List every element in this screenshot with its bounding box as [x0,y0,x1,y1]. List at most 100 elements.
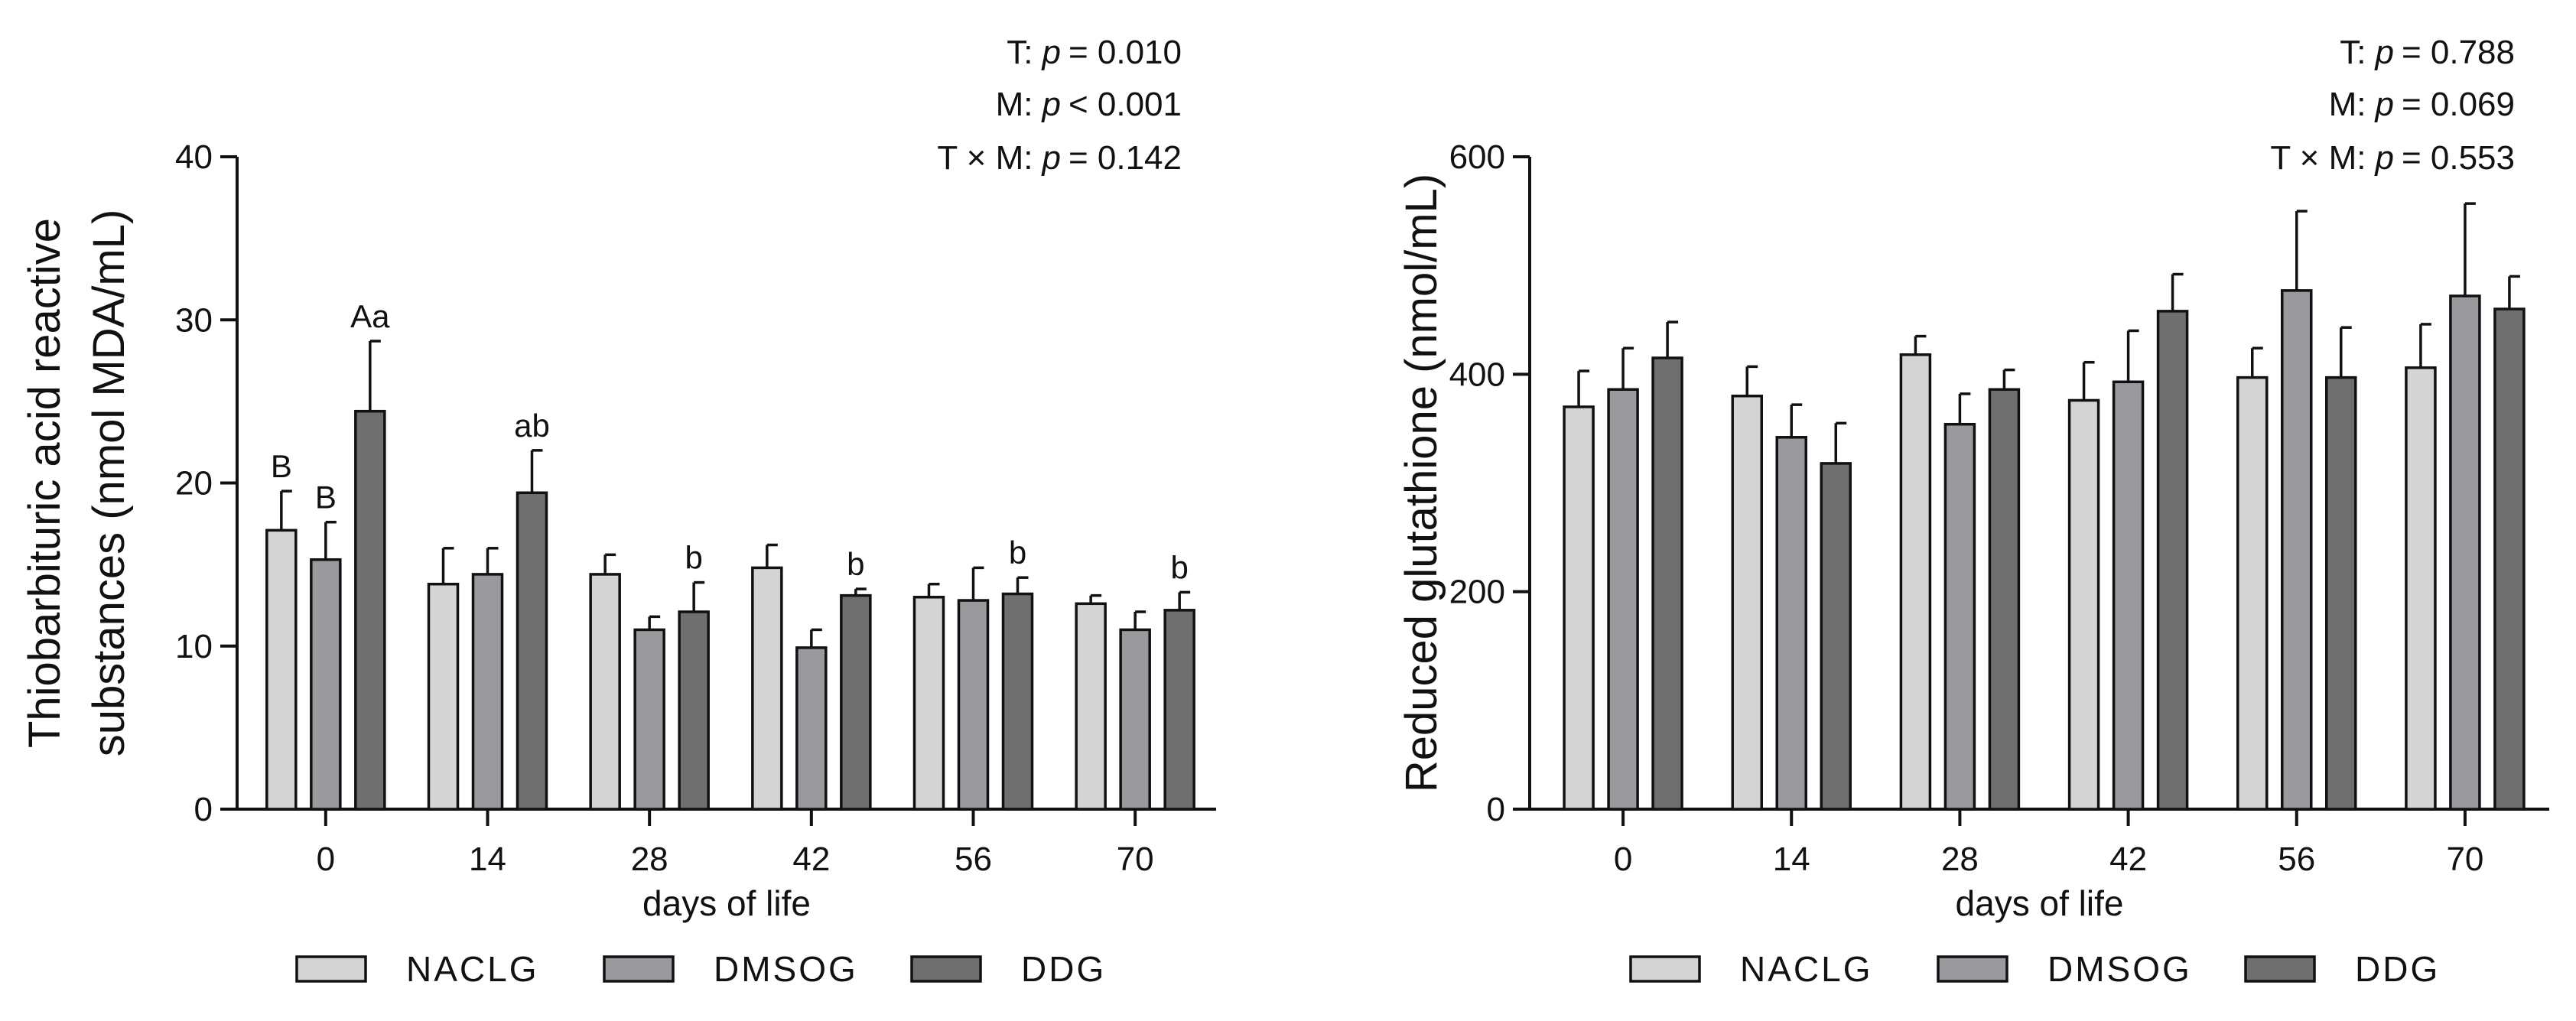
y-tick-label: 10 [175,628,213,665]
stat-term: M: [996,86,1033,123]
x-tick-label: 70 [2446,841,2483,878]
stat-line: M: p < 0.001 [996,86,1182,123]
stat-term: T × M: [2270,139,2366,177]
stat-p-symbol: p [2373,139,2393,177]
y-axis-title: Thiobarbituric acid reactive [20,218,70,748]
bar-ddg [1163,609,1195,811]
bar-ddg [354,409,386,811]
legend-label: DMSOG [2047,949,2192,989]
bar-dmsog [2112,380,2145,811]
y-tick-label: 400 [1449,356,1505,393]
stat-line: M: p = 0.069 [2329,86,2515,123]
significance-letter: b [1009,535,1026,571]
x-axis-title: days of life [1956,883,2124,923]
stat-p-symbol: p [2373,86,2393,123]
legend-swatch-dmsog [603,955,675,983]
y-tick-label: 600 [1449,138,1505,176]
stat-p-symbol: p [1040,34,1060,71]
stat-p-symbol: p [2373,34,2393,71]
bar-ddg [1988,388,2021,811]
bar-ddg [2325,376,2357,811]
y-tick-label: 40 [175,138,213,176]
stat-line: T × M: p = 0.553 [2270,139,2515,177]
bar-dmsog [1943,422,1976,811]
significance-letter: b [847,546,864,582]
x-tick-label: 70 [1117,841,1154,878]
x-tick-label: 42 [792,841,830,878]
bar-dmsog [957,599,990,811]
x-tick-label: 0 [317,841,335,878]
bar-naclg [2405,366,2437,811]
y-axis-title: substances (nmol MDA/mL) [84,210,134,757]
x-axis-title: days of life [642,883,811,923]
stat-value: = 0.142 [1068,139,1182,177]
bar-dmsog [1119,628,1151,811]
bar-ddg [1651,356,1683,811]
legend-swatch-naclg [1629,955,1701,983]
bar-ddg [678,610,710,811]
bar-dmsog [633,628,665,811]
bar-naclg [1563,405,1595,811]
legend-swatch-dmsog [1937,955,2008,983]
bar-dmsog [2449,294,2481,811]
significance-letter: b [685,540,702,576]
tbars-chart-panel: 0 10 20 30 40 0 14 28 42 56 70 BB Aa ab b b b b Thiobarbit… [20,34,1216,989]
stat-p-symbol: p [1040,139,1060,177]
stat-term: T: [1007,34,1033,71]
significance-letter: b [1170,549,1188,585]
stat-term: T: [2340,34,2366,71]
stat-term: M: [2329,86,2366,123]
y-tick-label: 0 [1487,791,1505,828]
bar-naclg [912,596,945,811]
bar-naclg [2067,398,2100,811]
x-tick-label: 56 [2278,841,2315,878]
x-tick-label: 14 [469,841,506,878]
stat-value: = 0.010 [1068,34,1182,71]
stat-value: = 0.069 [2402,86,2515,123]
glutathione-chart-panel: 0 200 400 600 0 14 28 42 56 70 Reduced glutathione… [1397,34,2549,989]
bar-naclg [1731,395,1763,811]
x-tick-label: 56 [955,841,992,878]
bar-ddg [2156,310,2189,811]
bar-naclg [751,566,783,811]
bar-naclg [427,582,460,811]
stat-value: = 0.788 [2402,34,2515,71]
legend-swatch-ddg [2244,955,2316,983]
x-tick-label: 28 [1941,841,1979,878]
legend-label: DDG [1021,949,1106,989]
stat-value: < 0.001 [1068,86,1182,123]
y-tick-label: 30 [175,301,213,339]
bar-naclg [1899,353,1932,811]
bar-ddg [1001,592,1034,811]
x-tick-label: 42 [2109,841,2147,878]
y-tick-label: 0 [194,791,213,828]
bar-dmsog [795,646,828,811]
bar-ddg [840,593,872,811]
significance-letter: ab [514,408,550,444]
stat-line: T: p = 0.788 [2340,34,2515,71]
y-tick-label: 200 [1449,574,1505,611]
bar-dmsog [1775,436,1807,811]
bar-dmsog [310,558,342,811]
y-axis-title: Reduced glutathione (nmol/mL) [1397,174,1446,792]
bar-naclg [1075,602,1107,811]
stat-p-symbol: p [1040,86,1060,123]
stat-value: = 0.553 [2402,139,2515,177]
bar-dmsog [1607,388,1639,811]
legend-label: DMSOG [714,949,858,989]
bar-dmsog [471,573,504,811]
bar-naclg [265,528,298,811]
x-tick-label: 28 [631,841,668,878]
x-tick-label: 14 [1773,841,1810,878]
legend-swatch-naclg [295,955,367,983]
legend-label: DDG [2355,949,2440,989]
bar-dmsog [2281,289,2313,811]
bar-ddg [516,491,548,811]
bar-ddg [1820,462,1852,811]
stat-term: T × M: [937,139,1033,177]
x-tick-label: 0 [1614,841,1632,878]
significance-letter: B [271,448,292,484]
bar-naclg [589,573,621,811]
bar-ddg [2493,307,2526,811]
significance-letter: B [315,480,337,515]
